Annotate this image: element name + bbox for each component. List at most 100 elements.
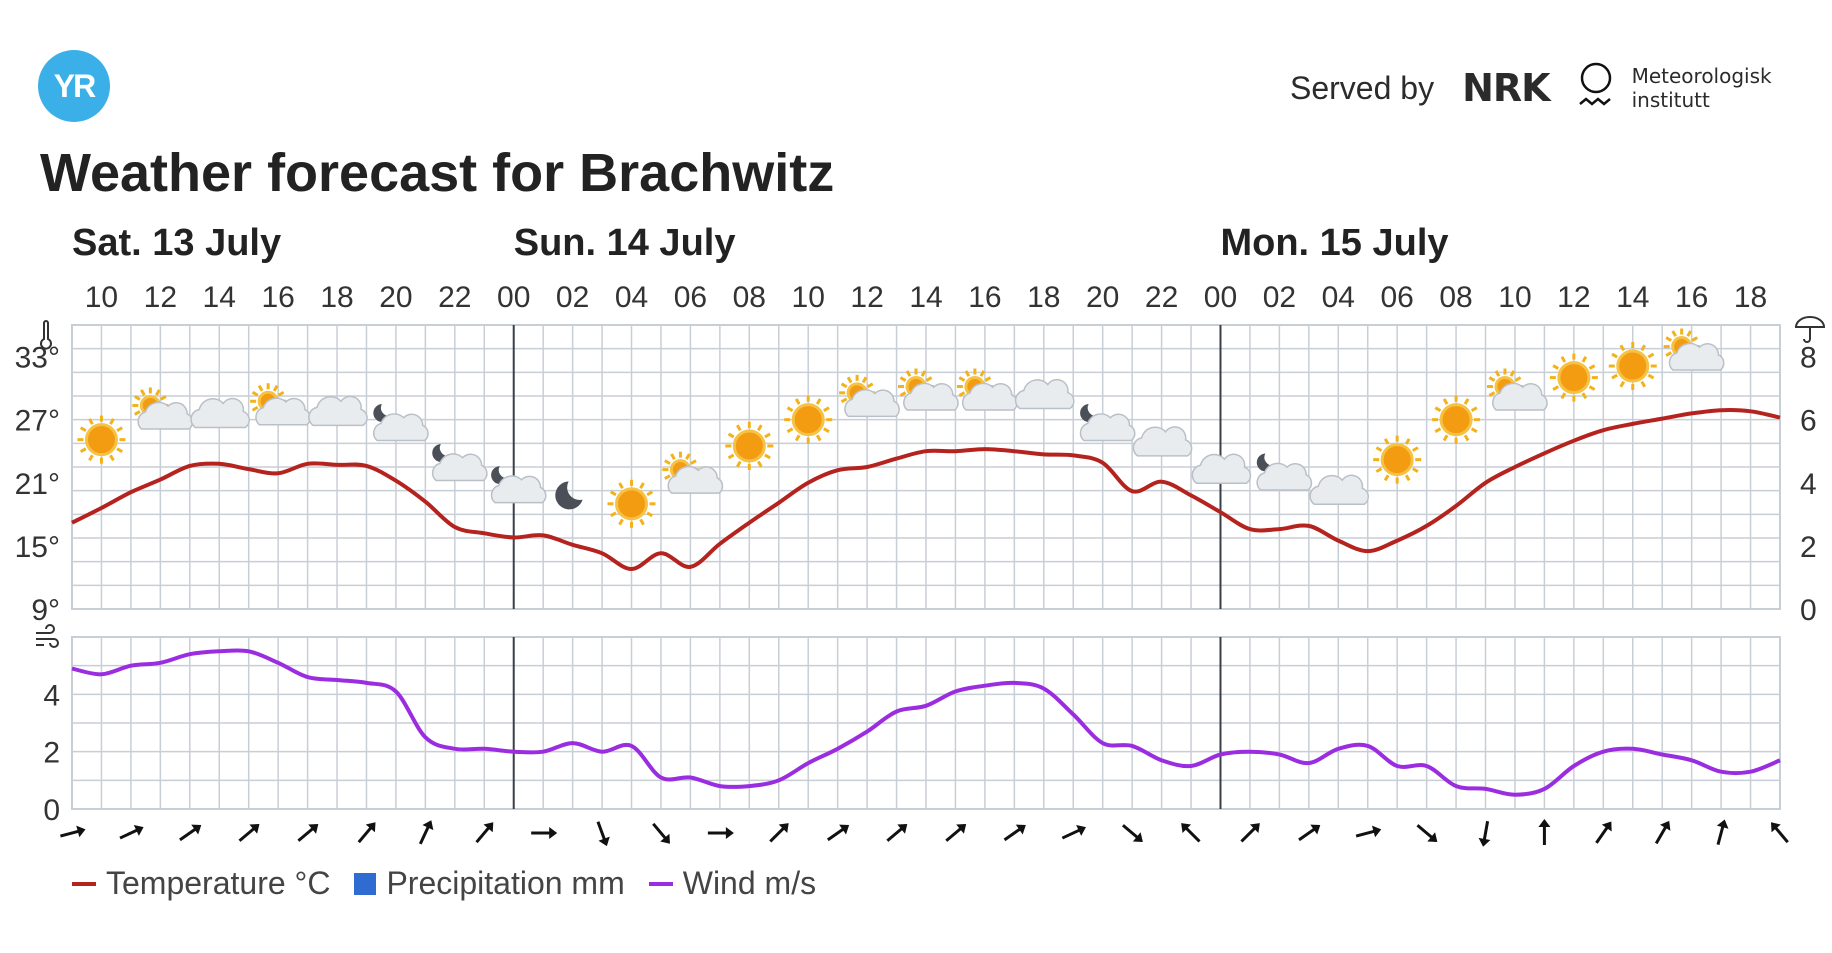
moon-shape [555,481,583,510]
arrow-head [598,836,610,847]
cloud-shape [1191,453,1252,484]
sun-ray [925,376,933,382]
cloudy-icon [1191,453,1252,484]
sun-ray [1470,406,1478,412]
met-logo[interactable]: Meteorologisk institutt [1576,62,1772,114]
partly-cloudy-day-icon [250,383,311,426]
sun-ray [1375,446,1383,452]
cloud-shape [190,397,250,429]
sun-ray [1686,330,1692,337]
sun-disc [791,403,825,437]
sun-ray [1671,330,1677,337]
page-title: Weather forecast for Brachwitz [40,143,835,203]
arrow-head [956,824,967,834]
sun-ray [272,384,279,392]
temperature-line [71,408,1781,571]
hour-tick-label: 10 [85,281,118,314]
sun-ray [1434,406,1442,412]
sun-ray [794,398,801,405]
wind-axis-tick: 0 [43,794,60,827]
sun-ray [1640,380,1647,388]
sun-ray [1509,370,1516,377]
temp-axis-tick: 27° [15,405,60,438]
wind-direction-arrow [1478,820,1491,847]
partly-cloudy-day-icon [956,368,1018,411]
legend-item-wind: Wind m/s [648,865,817,902]
cloud-shape [1256,462,1313,491]
served-by-block: Served by NRK Meteorologisk institutt [1290,62,1772,114]
hour-tick-label: 18 [320,281,353,314]
sun-ray [794,434,801,442]
wind-direction-arrow [886,824,908,842]
hour-tick-label: 04 [615,281,648,314]
sun-ray [1619,380,1626,388]
wind-direction-arrow [1003,824,1026,842]
cloudy-icon [1014,378,1075,410]
sun-ray [1470,427,1478,433]
sun-ray [727,453,735,460]
sun-ray [685,453,691,460]
sun-disc [615,487,649,521]
wind-axis-tick: 4 [43,679,60,712]
nrk-logo[interactable]: NRK [1462,66,1551,110]
arrow-head [249,824,260,834]
sun-ray [958,376,966,382]
arrow-head [1771,822,1781,833]
chart-legend: Temperature °C Precipitation mm Wind m/s [72,865,840,902]
hour-tick-label: 18 [1734,281,1767,314]
arrow-head [778,823,789,833]
sun-ray [134,395,141,401]
sun-ray [905,370,912,377]
cloudy-icon [190,397,250,429]
yr-logo[interactable]: YR [38,50,110,122]
hour-tick-label: 16 [1675,281,1708,314]
sun-ray [736,424,742,432]
sun-ray [277,390,285,397]
arrow-head [1015,824,1026,835]
wind-direction-arrow [1595,821,1612,844]
yr-logo-text: YR [53,67,96,104]
sun-ray [1581,392,1588,400]
cloud-shape [844,389,900,418]
sun-ray [1619,344,1626,352]
sun-ray [639,518,645,526]
sun-ray [840,397,848,404]
sun-ray [1611,352,1618,359]
sun-ray [257,384,264,392]
legend-swatch-temperature [72,881,96,886]
wind-direction-arrow [238,824,260,842]
forecast-chart: Sat. 13 July Sun. 14 July Mon. 15 July 10 12… [15,225,1826,847]
clear-sky-day-icon [725,421,774,470]
cloud-shape [490,475,547,504]
sun-ray [1665,336,1673,342]
wind-direction-arrow [297,824,319,842]
hour-tick-label: 22 [1145,281,1178,314]
sun-ray [134,410,141,416]
legend-label-wind: Wind m/s [682,865,817,901]
arrow-head [1538,819,1551,827]
arrow-head [1601,821,1612,832]
sun-ray [618,518,624,526]
sun-ray [840,382,848,389]
wind-direction-arrow [1298,824,1321,842]
sun-ray [920,370,927,377]
hour-tick-label: 20 [379,281,412,314]
hour-tick-label: 14 [203,281,236,314]
legend-item-precipitation: Precipitation mm [354,865,625,902]
sun-ray [757,460,763,468]
wind-direction-arrow [945,824,967,842]
sun-ray [1463,398,1470,405]
sun-ray [116,426,123,432]
arrow-head [1181,823,1192,833]
sun-ray [815,398,822,405]
met-logo-icon [1578,62,1611,106]
sun-ray [664,474,671,480]
sun-disc [1616,349,1650,383]
sun-ray [1665,351,1673,357]
clear-sky-day-icon [784,395,833,444]
cloud-shape [1132,426,1193,457]
hour-tick-label: 20 [1086,281,1119,314]
hour-tick-label: 16 [261,281,294,314]
wind-direction-arrow [418,820,434,845]
sun-ray [736,460,742,468]
